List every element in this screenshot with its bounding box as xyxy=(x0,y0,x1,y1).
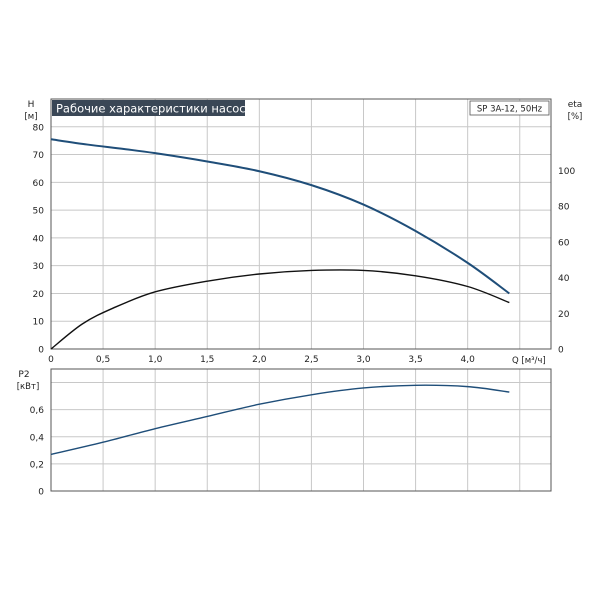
chart-title: Рабочие характеристики насоса xyxy=(56,102,253,116)
y-tick-label: 10 xyxy=(33,318,45,328)
x-axis-label-q: Q [м³/ч] xyxy=(512,356,546,366)
lower-grid xyxy=(51,369,551,491)
efficiency-curve xyxy=(50,269,510,350)
x-tick-label: 1,5 xyxy=(200,355,214,365)
pump-model-badge: SP 3A-12, 50Hz xyxy=(477,105,543,115)
y2-axis-unit-percent: [%] xyxy=(568,112,583,122)
chart-title-background xyxy=(52,100,245,116)
p2-tick-label: 0,4 xyxy=(30,433,45,443)
x-tick-label: 2,0 xyxy=(252,355,267,365)
p2-tick-label: 0,6 xyxy=(30,406,45,416)
y-tick-label: 20 xyxy=(33,290,45,300)
y-tick-label: 40 xyxy=(33,234,45,244)
y-tick-label: 50 xyxy=(33,207,45,217)
y-tick-label: 0 xyxy=(38,346,44,356)
pump-model-badge-box xyxy=(469,100,550,116)
p2-tick-label: 0 xyxy=(38,488,44,498)
lower-plot-frame xyxy=(50,368,552,492)
y2-tick-label: 60 xyxy=(558,238,570,248)
x-tick-label: 2,5 xyxy=(304,355,318,365)
y2-tick-label: 100 xyxy=(558,167,575,177)
x-tick-label: 3,0 xyxy=(356,355,371,365)
y-axis-unit-m: [м] xyxy=(24,112,37,122)
y2-axis-label-eta: eta xyxy=(568,100,583,110)
x-tick-label: 3,5 xyxy=(408,355,422,365)
x-tick-label: 0,5 xyxy=(96,355,110,365)
y-tick-label: 80 xyxy=(33,123,45,133)
y-tick-label: 60 xyxy=(33,179,45,189)
x-tick-label: 4,0 xyxy=(461,355,476,365)
lower-curves xyxy=(50,384,510,456)
lower-panel: P2 [кВт] 0 0,2 0,4 0,6 xyxy=(17,368,552,498)
y2-tick-label: 0 xyxy=(558,346,564,356)
y2-tick-label: 40 xyxy=(558,274,570,284)
y-axis-label-h: H xyxy=(28,100,35,110)
y2-tick-label: 80 xyxy=(558,203,570,213)
x-tick-label: 1,0 xyxy=(148,355,163,365)
upper-plot-frame xyxy=(50,98,552,350)
power-p2-curve xyxy=(50,384,510,456)
p2-tick-label: 0,2 xyxy=(30,460,44,470)
y-tick-label: 70 xyxy=(33,151,45,161)
upper-curves xyxy=(50,138,510,350)
y2-tick-label: 20 xyxy=(558,310,570,320)
y-axis-label-p2: P2 xyxy=(18,370,29,380)
head-curve xyxy=(50,138,510,295)
x-tick-label: 0 xyxy=(48,355,54,365)
y-tick-label: 30 xyxy=(33,262,45,272)
upper-tick-labels: 0 0,5 1,0 1,5 2,0 2,5 3,0 3,5 4,0 0 10 20 30 40 50 60 70… xyxy=(33,123,576,365)
upper-grid xyxy=(51,99,551,349)
lower-tick-labels: 0 0,2 0,4 0,6 xyxy=(30,406,45,497)
upper-panel: Рабочие характеристики насоса SP 3A-12, … xyxy=(24,98,583,366)
y-axis-unit-kw: [кВт] xyxy=(17,382,40,392)
